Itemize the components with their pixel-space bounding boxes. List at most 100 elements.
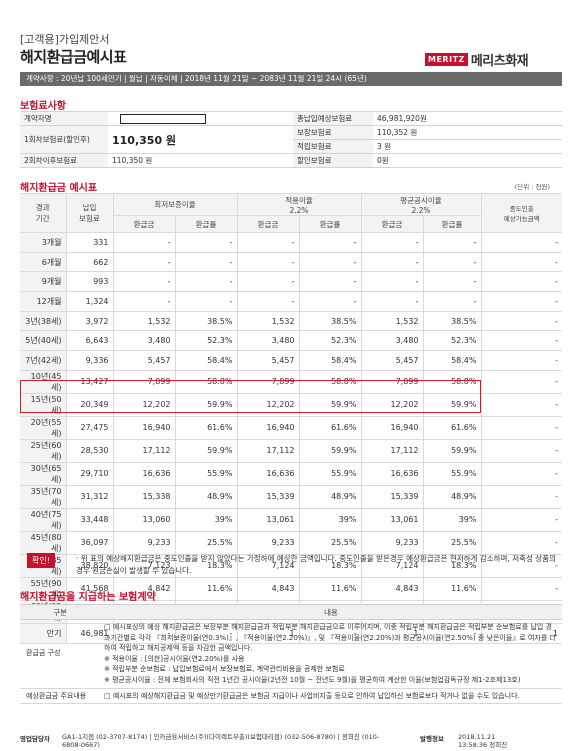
value-cell: 39%	[422, 508, 481, 532]
footer-key: 영업담당자	[20, 735, 50, 743]
value-cell: 58.8%	[174, 370, 237, 394]
value-cell: 4,842	[112, 577, 175, 601]
col-mid-withdrawal: 중도인출 예상가능금액	[480, 193, 562, 233]
value-cell: 4,843	[360, 577, 423, 601]
col-refund: 환급금	[112, 215, 176, 233]
value-cell: -	[480, 485, 562, 509]
value-cell: 662	[65, 252, 113, 273]
refund-table: 경과 기간 납입 보험료 최저보증이율 적용이율 2.2% 평균공시이율 2.2% …	[20, 193, 562, 644]
value-cell: -	[360, 271, 423, 293]
value-cell: -	[112, 271, 175, 293]
value-cell: -	[236, 271, 299, 293]
value-cell: 25.5%	[298, 531, 361, 555]
value-cell: 58.8%	[298, 370, 361, 394]
value-cell: 58.4%	[174, 350, 237, 371]
value-cell: 38.5%	[298, 311, 361, 332]
value-cell: -	[422, 232, 481, 253]
value-cell: 7,899	[236, 370, 299, 394]
col-paid: 납입 보험료	[65, 193, 114, 233]
logo-box: MERITZ	[425, 53, 468, 66]
col-ratio: 환급률	[298, 215, 362, 233]
value-cell: 59.9%	[174, 439, 237, 463]
refund-section-title: 해지환급금 예시표	[20, 183, 98, 194]
value-cell: -	[480, 577, 562, 601]
value-cell: 3,480	[236, 330, 299, 352]
value-cell: 1,532	[360, 311, 423, 332]
value-cell: 52.3%	[422, 330, 481, 352]
value-cell: -	[422, 271, 481, 293]
table-row: 25년(60세) 28,530 17,112 59.9% 17,112 59.9% 17,1…	[20, 439, 562, 463]
table-row: 35년(70세) 31,312 15,338 48.9% 15,339 48.9% 15,3…	[20, 485, 562, 509]
value-cell: -	[480, 350, 562, 371]
value-cell: -	[480, 462, 562, 486]
premium-value: 46,981,920원	[373, 111, 562, 126]
value-cell: -	[236, 232, 299, 253]
premium-label: 적립보험료	[293, 139, 373, 154]
value-cell: -	[360, 252, 423, 273]
value-cell: 6,643	[65, 330, 113, 352]
value-cell: 17,112	[112, 439, 175, 463]
col-min-rate: 최저보증이율	[112, 193, 238, 216]
col-avg-rate: 평균공시이율 2.2%	[360, 193, 482, 216]
value-cell: -	[360, 291, 423, 312]
value-cell: -	[174, 271, 237, 293]
value-cell: 12,202	[360, 393, 423, 417]
value-cell: 55.9%	[298, 462, 361, 486]
highlight-box	[20, 380, 481, 413]
value-cell: 16,636	[236, 462, 299, 486]
value-cell: 993	[65, 271, 113, 293]
col-refund: 환급금	[236, 215, 300, 233]
value-cell: -	[236, 291, 299, 312]
premium-label: 보장보험료	[293, 125, 373, 140]
table-row: 7년(42세) 9,336 5,457 58.4% 5,457 58.4% 5,457 58.…	[20, 350, 562, 371]
period-cell: 55년(90세)	[20, 577, 66, 601]
value-cell: 5,457	[236, 350, 299, 371]
value-cell: -	[480, 439, 562, 463]
value-cell: 59.9%	[422, 439, 481, 463]
value-cell: -	[298, 291, 361, 312]
value-cell: 331	[65, 232, 113, 253]
col-period: 경과 기간	[20, 193, 67, 233]
value-cell: 9,233	[236, 531, 299, 555]
basis-content: □ 예시표의 예상해지환급금 및 예상만기환급금은 보험금 지급이나 사업비지출…	[100, 688, 562, 705]
value-cell: 15,338	[112, 485, 175, 509]
value-cell: 58.8%	[422, 370, 481, 394]
value-cell: -	[422, 252, 481, 273]
premium-label: 2회차이후보험료	[20, 153, 108, 168]
col-ratio: 환급률	[422, 215, 482, 233]
value-cell: -	[480, 232, 562, 253]
value-cell: 55.9%	[174, 462, 237, 486]
value-cell: -	[480, 531, 562, 555]
value-cell: 1,532	[236, 311, 299, 332]
value-cell: 18.3%	[298, 554, 361, 578]
col-ratio: 환급률	[174, 215, 238, 233]
value-cell: -	[298, 252, 361, 273]
value-cell: 11.6%	[422, 577, 481, 601]
value-cell: 18.3%	[422, 554, 481, 578]
premium-section-title: 보험료사항	[20, 101, 66, 112]
premium-value	[108, 111, 293, 126]
premium-label: 할인보험료	[293, 153, 373, 168]
value-cell: 20,349	[65, 393, 113, 417]
table-row: 9개월 993- - - - - - -	[20, 271, 562, 293]
table-row: 20년(55세) 27,475 16,940 61.6% 16,940 61.6% 16,9…	[20, 416, 562, 440]
table-row: 40년(75세) 33,448 13,060 39% 13,061 39% 13,061 39…	[20, 508, 562, 532]
value-cell: 7,899	[360, 370, 423, 394]
value-cell: 3,480	[112, 330, 175, 352]
value-cell: 7,123	[112, 554, 175, 578]
value-cell: 7,899	[112, 370, 175, 394]
period-cell: 5년(40세)	[20, 330, 66, 352]
value-cell: 13,427	[65, 370, 113, 394]
period-cell: 12개월	[20, 291, 66, 312]
page-title: 해지환급금예시표	[20, 48, 127, 66]
premium-row: 1회차보험료(할인후) 110,350 원 보장보험료 110,352 원	[20, 125, 562, 154]
value-cell: 3,480	[360, 330, 423, 352]
table-row: 30년(65세) 29,710 16,636 55.9% 16,636 55.9% 16,6…	[20, 462, 562, 486]
value-cell: -	[480, 508, 562, 532]
basis-col-content: 내용	[100, 604, 562, 620]
footer-key: 발행정보	[420, 735, 444, 743]
period-cell: 45년(80세)	[20, 531, 66, 555]
value-cell: 58.4%	[298, 350, 361, 371]
value-cell: 59.9%	[422, 393, 481, 417]
value-cell: 39%	[174, 508, 237, 532]
